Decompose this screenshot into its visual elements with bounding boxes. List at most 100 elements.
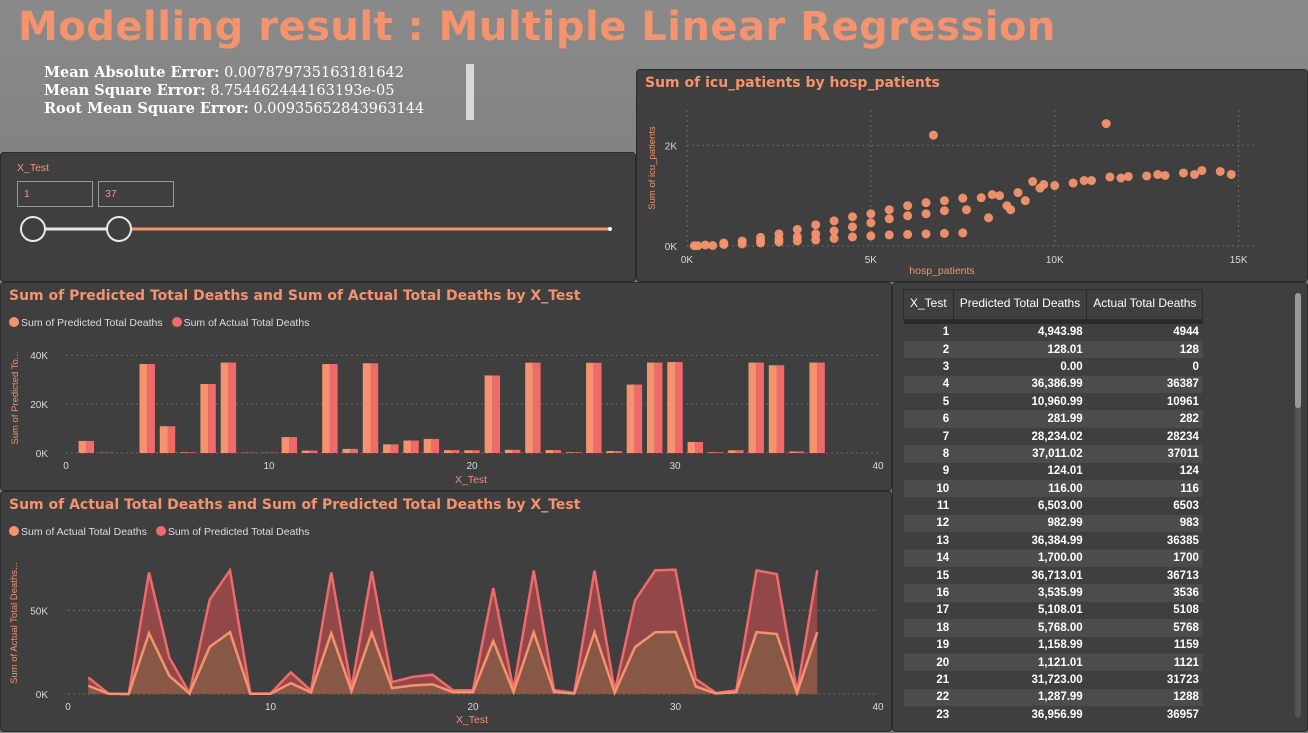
bar-actual: [431, 439, 439, 453]
table-cell: 36387: [1087, 376, 1203, 393]
bar-predicted: [221, 363, 229, 453]
table-cell: 5768: [1087, 619, 1203, 636]
x-tick-label: 0K: [681, 255, 694, 266]
bar-actual: [411, 441, 419, 453]
table-cell: 1: [904, 324, 954, 341]
table-cell: 28234: [1087, 428, 1203, 445]
table-cell: 3: [904, 358, 954, 375]
area-panel: Sum of Actual Total Deaths and Sum of Pr…: [0, 491, 892, 732]
col-header-actual[interactable]: Actual Total Deaths: [1087, 290, 1203, 320]
col-header-x-test[interactable]: X_Test: [904, 290, 954, 320]
scatter-point: [1021, 196, 1030, 205]
scatter-point: [1142, 171, 1151, 180]
table-cell: 6,503.00: [953, 497, 1087, 514]
table-cell: 3,535.99: [953, 584, 1087, 601]
slicer-label: X_Test: [17, 162, 49, 174]
y-axis-label: Sum of Actual Total Deaths...: [9, 562, 20, 684]
scatter-point: [940, 196, 949, 205]
table-cell: 22: [904, 689, 954, 706]
slicer-handle-min[interactable]: [21, 217, 45, 241]
table-header-row: X_Test Predicted Total Deaths Actual Tot…: [904, 290, 1203, 320]
table-cell: 1,158.99: [953, 637, 1087, 654]
scatter-point: [1069, 179, 1078, 188]
x-test-slicer[interactable]: X_Test 1 37: [0, 152, 636, 282]
table-cell: 14: [904, 550, 954, 567]
slicer-track[interactable]: [1, 203, 637, 263]
table-scrollbar-thumb[interactable]: [1295, 293, 1301, 408]
slicer-handle-max[interactable]: [107, 217, 131, 241]
scatter-point: [922, 198, 931, 207]
bar-actual: [553, 450, 561, 453]
scatter-point: [1028, 177, 1037, 186]
table-cell: 116: [1087, 480, 1203, 497]
table-cell: 2: [904, 341, 954, 358]
table-cell: 10,960.99: [953, 393, 1087, 410]
scatter-point: [774, 237, 783, 246]
table-panel: X_Test Predicted Total Deaths Actual Tot…: [892, 282, 1308, 732]
col-header-predicted[interactable]: Predicted Total Deaths: [953, 290, 1087, 320]
y-tick-label: 0K: [36, 690, 49, 701]
table-cell: 6503: [1087, 497, 1203, 514]
y-tick-label: 40K: [30, 351, 48, 362]
bar-predicted: [282, 437, 290, 453]
table-cell: 10961: [1087, 393, 1203, 410]
y-tick-label: 0K: [665, 242, 678, 253]
bar-actual: [289, 437, 297, 453]
table-cell: 23: [904, 706, 954, 723]
scatter-point: [1013, 188, 1022, 197]
table-cell: 3536: [1087, 584, 1203, 601]
scatter-point: [1116, 174, 1125, 183]
bar-actual: [777, 365, 785, 453]
scatter-point: [885, 214, 894, 223]
scatter-point: [885, 205, 894, 214]
table-cell: 13: [904, 532, 954, 549]
scatter-point: [1227, 170, 1236, 179]
table-cell: 128: [1087, 341, 1203, 358]
table-cell: 124: [1087, 463, 1203, 480]
scatter-point: [793, 236, 802, 245]
scatter-point: [866, 218, 875, 227]
table-cell: 36,386.99: [953, 376, 1087, 393]
bar-predicted: [525, 363, 533, 453]
scatter-point: [1080, 176, 1089, 185]
scatter-point: [1039, 180, 1048, 189]
table-cell: 982.99: [953, 515, 1087, 532]
table-cell: 4944: [1087, 324, 1203, 341]
scatter-point: [1102, 119, 1111, 128]
bar-predicted: [464, 450, 472, 453]
x-tick-label: 20: [466, 461, 478, 472]
bar-actual: [452, 450, 460, 453]
y-axis-label: Sum of Predicted To...: [10, 351, 21, 444]
x-tick-label: 40: [872, 461, 884, 472]
scatter-point: [940, 206, 949, 215]
bar-actual: [817, 363, 825, 453]
bar-predicted: [627, 385, 635, 453]
page-title: Modelling result : Multiple Linear Regre…: [18, 4, 1056, 50]
scatter-point: [866, 231, 875, 240]
table-scroll[interactable]: X_Test Predicted Total Deaths Actual Tot…: [903, 289, 1203, 727]
bar-predicted: [748, 363, 756, 453]
